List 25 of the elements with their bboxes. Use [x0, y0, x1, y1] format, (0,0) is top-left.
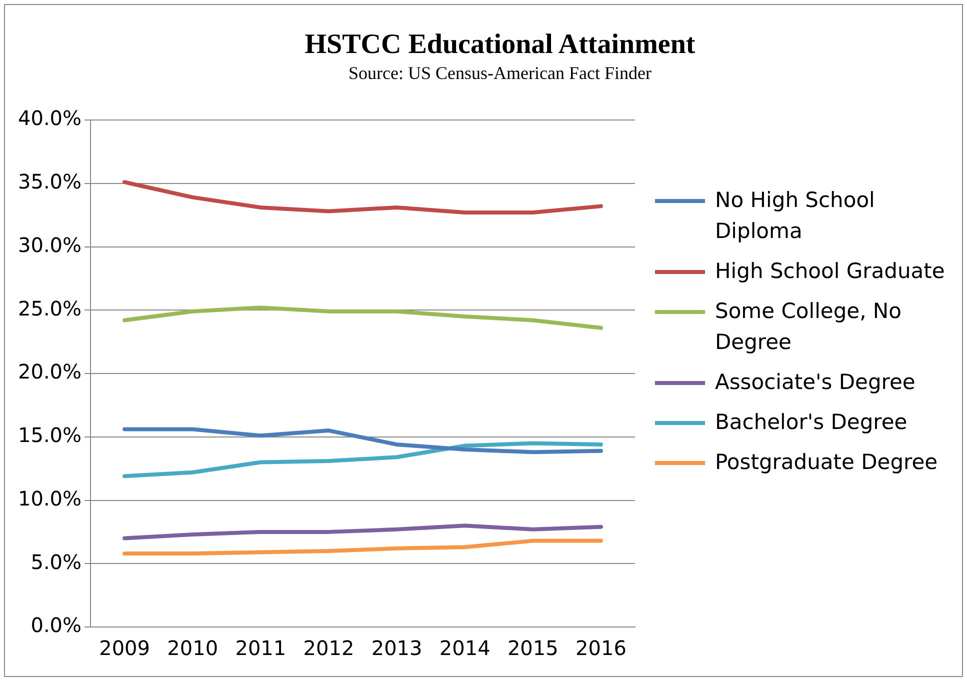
x-tick-label: 2009 [99, 636, 150, 660]
x-tick-label: 2014 [439, 636, 490, 660]
y-tick-label: 30.0% [18, 232, 82, 257]
legend-label: Bachelor's Degree [715, 409, 908, 436]
y-tick-label: 25.0% [18, 296, 82, 320]
legend-label: High School Graduate [715, 258, 945, 285]
x-tick-label: 2013 [371, 636, 422, 660]
legend-label: Associate's Degree [715, 369, 916, 396]
y-tick-label: 10.0% [18, 486, 82, 510]
y-tick-label: 15.0% [18, 423, 82, 448]
chart-title: HSTCC Educational Attainment [304, 29, 696, 61]
chart-subtitle: Source: US Census-American Fact Finder [348, 63, 652, 84]
x-tick-label: 2015 [507, 636, 558, 660]
y-tick-label: 0.0% [30, 613, 82, 638]
y-tick-label: 5.0% [30, 550, 82, 574]
legend-label: Postgraduate Degree [715, 449, 938, 476]
y-tick-label: 20.0% [18, 360, 82, 384]
x-tick-label: 2016 [576, 636, 626, 660]
x-tick-label: 2010 [167, 636, 218, 660]
y-tick-label: 40.0% [18, 106, 82, 130]
x-tick-label: 2011 [235, 636, 286, 660]
legend-label: Some College, No Degree [715, 298, 902, 356]
x-tick-label: 2012 [303, 636, 354, 660]
legend-label: No High School Diploma [715, 187, 876, 245]
y-tick-label: 35.0% [18, 170, 82, 194]
